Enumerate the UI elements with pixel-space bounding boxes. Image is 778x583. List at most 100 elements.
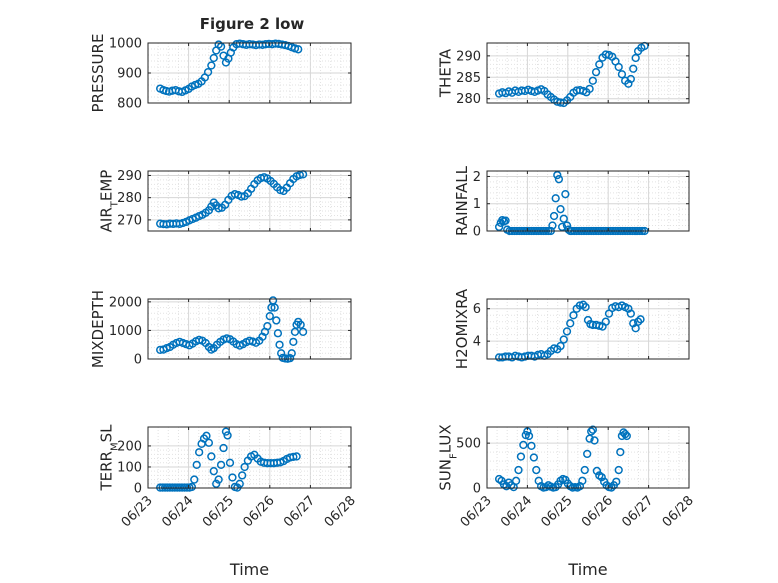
data-point [192,460,201,470]
x-tick-label: 06/24 [159,493,196,530]
y-tick-label: 0 [473,225,481,240]
data-point [549,211,559,221]
data-point [237,192,246,201]
y-axis-label: RAINFALL [453,165,471,236]
y-tick-label: 800 [117,97,142,112]
x-tick-label: 06/25 [539,493,576,530]
data-point [287,349,296,358]
data-point [624,79,633,88]
data-point [581,302,590,312]
y-axis-label: H2OMIXRA [453,288,471,369]
y-tick-label: 285 [456,71,481,86]
data-point [298,327,308,337]
y-tick-label: 1 [473,197,481,212]
data-point [214,475,223,484]
data-point [511,476,521,485]
y-axis-label: PRESSURE [89,34,107,113]
data-point [614,62,623,72]
x-axis-label: Time [229,560,269,579]
y-tick-label: 290 [117,169,142,184]
data-point [554,175,564,184]
data-point [527,441,536,450]
data-point [524,431,534,441]
y-tick-label: 2000 [109,295,142,310]
x-axis-label: Time [567,560,607,579]
data-point [556,205,565,214]
data-point [214,204,223,213]
data-point [556,341,565,351]
data-point [583,315,593,325]
figure-title: Figure 2 low [200,15,305,33]
data-point [591,67,601,77]
data-point [566,319,575,328]
x-tick-label: 06/28 [660,493,697,530]
x-tick-label: 06/27 [619,493,656,530]
subplot-terr_msl: 06/23 06/24 06/25 06/26 06/27 06/28 0 100 200TER… [97,424,358,579]
data-point [585,84,594,94]
data-point [223,431,232,440]
data-point [622,431,631,441]
data-point [519,440,528,450]
data-point [626,74,635,84]
data-point [562,327,572,336]
y-tick-label: 6 [473,302,481,317]
data-point [580,465,589,475]
data-point [202,431,211,440]
data-point [616,447,625,457]
data-point [203,67,213,77]
data-point [190,475,199,484]
axes-box [486,426,690,489]
data-point [204,438,214,447]
data-point [219,443,228,453]
axes-box [486,42,690,104]
data-point [228,473,237,482]
y-axis-label: TERRMSL [97,424,120,492]
data-point [597,473,606,482]
data-point [235,479,244,488]
data-point [289,452,298,462]
data-point [514,465,523,475]
y-tick-label: 290 [456,49,481,64]
data-point [265,311,274,321]
data-point [636,315,645,324]
x-tick-label: 06/23 [458,493,495,530]
data-point [273,329,283,338]
y-axis-label: THETA [436,48,454,98]
data-point [292,452,301,461]
data-point [195,448,204,457]
data-point [498,215,507,225]
y-tick-label: 200 [117,439,142,454]
data-point [588,425,597,434]
data-point [216,460,226,470]
data-point [516,452,526,461]
y-axis-label: AIRTEMP [97,170,120,233]
data-point [532,465,541,475]
y-tick-label: 500 [456,437,481,452]
data-point [569,311,578,320]
data-point [595,60,604,69]
data-point [583,449,592,459]
data-point [270,303,279,312]
x-tick-label: 06/26 [241,493,278,530]
x-tick-label: 06/27 [281,493,318,530]
data-point [626,309,635,318]
data-point [277,349,286,358]
data-point [561,190,570,199]
data-point [629,64,638,73]
data-point [289,337,298,347]
axes-box [147,426,352,489]
axes-box [147,170,352,232]
data-point [617,70,627,79]
data-point [633,317,643,326]
data-point [548,221,557,230]
data-point [592,466,602,476]
data-point [553,170,562,180]
data-point [559,335,568,344]
y-tick-label: 900 [117,67,142,82]
